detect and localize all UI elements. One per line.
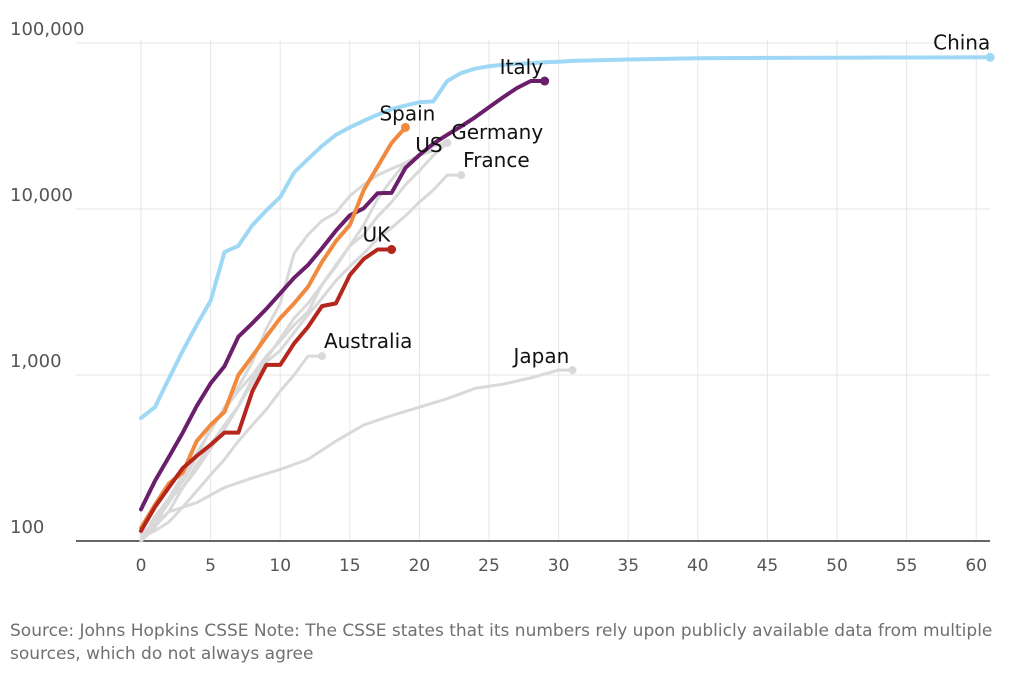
series-line-us	[139, 141, 449, 543]
series-line-germany	[139, 141, 449, 536]
x-tick-label: 45	[757, 556, 779, 576]
x-tick-label: 25	[478, 556, 500, 576]
x-tick-label: 5	[205, 556, 216, 576]
x-tick-label: 40	[687, 556, 709, 576]
series-end-dot-uk	[387, 245, 397, 255]
series-label-france: France	[463, 148, 530, 172]
series-line-uk	[139, 247, 394, 533]
series-end-dot-china	[985, 52, 995, 62]
series-label-germany: Germany	[451, 120, 543, 144]
series-end-dot-spain	[400, 122, 410, 132]
series-label-spain: Spain	[379, 101, 435, 125]
x-tick-label: 20	[409, 556, 431, 576]
series-label-uk: UK	[363, 223, 392, 247]
line-chart: 100 1,000 10,000 100,000 0 5 10 15 20 25 30 35 40 45…	[10, 19, 995, 576]
y-tick-label: 100,000	[10, 19, 84, 40]
series-label-us: US	[415, 133, 442, 157]
series-line-france	[139, 173, 463, 543]
x-tick-label: 30	[548, 556, 570, 576]
series-end-dot-japan	[568, 366, 577, 375]
x-tick-label: 10	[269, 556, 291, 576]
series-line-australia	[139, 354, 324, 539]
series-line-italy	[139, 79, 547, 512]
y-tick-label: 1,000	[10, 351, 62, 372]
series-labels: China Italy Spain UK US Germany France Australi…	[324, 30, 990, 368]
series-end-dot-germany	[443, 138, 452, 147]
x-tick-label: 55	[896, 556, 918, 576]
series-end-dot-australia	[317, 352, 326, 361]
series-label-italy: Italy	[500, 55, 544, 79]
series-label-china: China	[933, 30, 990, 54]
x-tick-label: 0	[136, 556, 147, 576]
source-note: Source: Johns Hopkins CSSE Note: The CSS…	[10, 621, 993, 664]
series-label-australia: Australia	[324, 329, 412, 353]
x-tick-label: 60	[965, 556, 987, 576]
x-tick-label: 50	[826, 556, 848, 576]
x-tick-label: 35	[617, 556, 639, 576]
x-tick-label: 15	[339, 556, 361, 576]
y-axis-ticks: 100 1,000 10,000 100,000	[10, 19, 84, 538]
x-axis-ticks: 0 5 10 15 20 25 30 35 40 45 50 55 60	[136, 556, 987, 576]
series-end-dot-france	[457, 171, 466, 180]
highlighted-series	[139, 52, 995, 533]
series-label-japan: Japan	[512, 344, 570, 368]
series-line-china	[139, 55, 993, 421]
series-end-dot-italy	[540, 76, 550, 86]
y-tick-label: 10,000	[10, 185, 73, 206]
series-line-japan	[139, 368, 574, 543]
y-tick-label: 100	[10, 517, 44, 538]
